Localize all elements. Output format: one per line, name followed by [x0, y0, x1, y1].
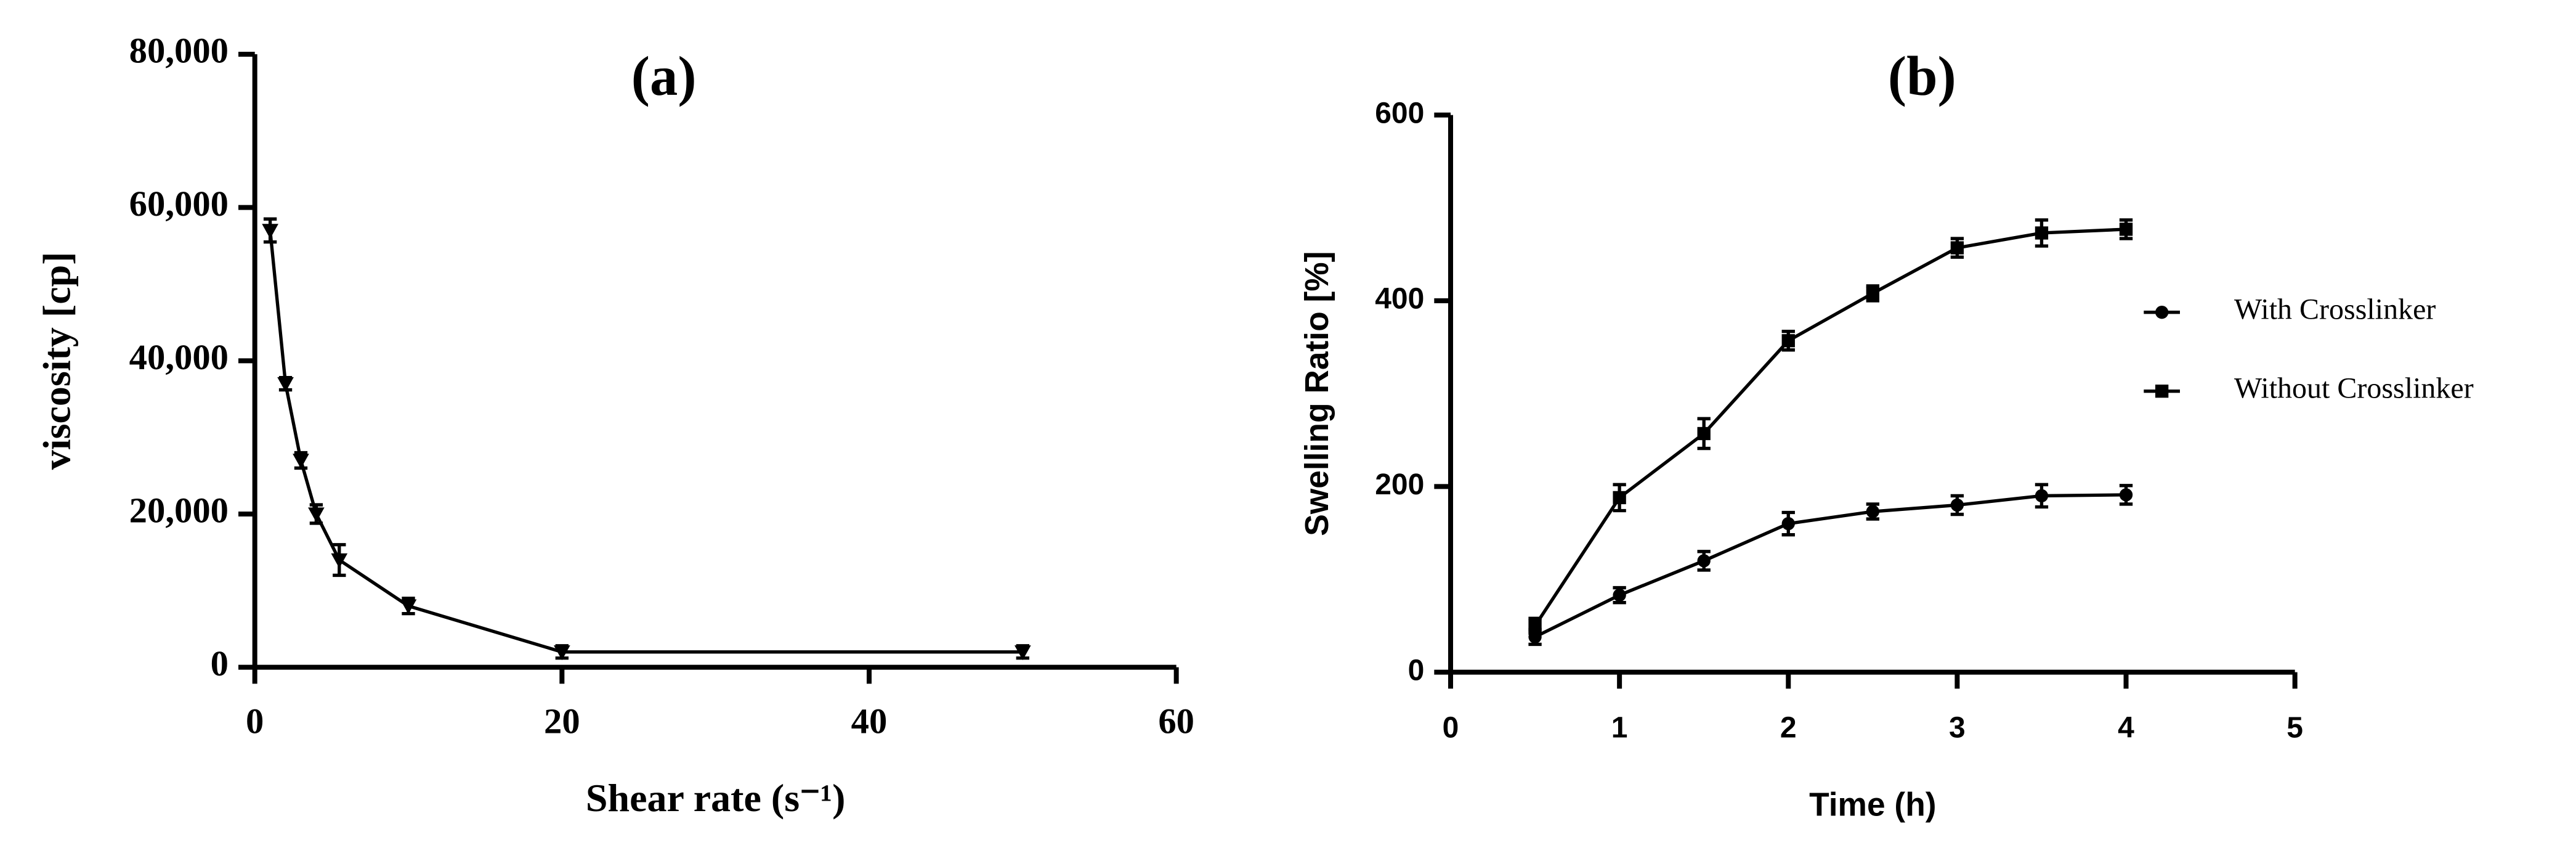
- series-line: [268, 230, 1023, 654]
- x-tick-label: 20: [544, 701, 580, 741]
- legend-marker: [2155, 385, 2169, 398]
- legend-label: With Crosslinker: [2234, 293, 2436, 326]
- chart-title: (b): [1888, 45, 1956, 107]
- marker: [2035, 489, 2049, 503]
- marker: [277, 377, 294, 392]
- x-axis-label: Shear rate (s⁻¹): [586, 776, 845, 820]
- x-tick-label: 2: [1780, 712, 1797, 745]
- marker: [262, 224, 278, 239]
- y-tick-label: 40,000: [129, 337, 229, 377]
- y-tick-label: 20,000: [129, 490, 229, 530]
- x-tick-label: 40: [851, 701, 888, 741]
- legend-label: Without Crosslinker: [2234, 372, 2474, 405]
- marker: [2119, 488, 2133, 502]
- marker: [1613, 588, 1626, 602]
- y-tick-label: 400: [1375, 283, 1424, 316]
- x-tick-label: 4: [2118, 712, 2134, 745]
- marker: [331, 553, 348, 568]
- marker: [1866, 287, 1879, 300]
- x-tick-label: 5: [2286, 712, 2303, 745]
- marker: [1950, 498, 1964, 512]
- marker: [1613, 491, 1626, 505]
- marker: [1781, 334, 1795, 348]
- y-tick-label: 200: [1375, 468, 1424, 501]
- x-tick-label: 0: [1443, 712, 1459, 745]
- marker: [2035, 226, 2049, 240]
- marker: [308, 507, 325, 523]
- marker: [1697, 426, 1711, 441]
- x-axis-label: Time (h): [1809, 786, 1936, 823]
- series-line: [1533, 227, 2126, 627]
- y-tick-label: 600: [1375, 97, 1424, 129]
- marker: [293, 454, 309, 469]
- x-tick-label: 3: [1949, 712, 1966, 745]
- marker: [554, 645, 570, 661]
- marker: [1866, 505, 1879, 518]
- series-line: [1534, 493, 2126, 639]
- x-tick-label: 0: [246, 701, 264, 741]
- marker: [1950, 241, 1964, 255]
- marker: [2119, 222, 2133, 236]
- y-tick-label: 60,000: [129, 184, 229, 224]
- marker: [1528, 619, 1542, 632]
- marker: [1697, 554, 1711, 568]
- legend-marker: [2155, 306, 2169, 319]
- y-axis-label: viscosity [cp]: [35, 251, 79, 470]
- y-tick-label: 80,000: [129, 30, 229, 70]
- chart-title: (a): [631, 45, 697, 107]
- y-tick-label: 0: [1408, 654, 1425, 687]
- marker: [1781, 516, 1795, 531]
- x-tick-label: 60: [1158, 701, 1194, 741]
- y-axis-label: Swelling Ratio [%]: [1299, 251, 1335, 536]
- marker: [400, 599, 417, 614]
- marker: [1015, 645, 1031, 661]
- x-tick-label: 1: [1611, 712, 1628, 745]
- y-tick-label: 0: [211, 643, 229, 684]
